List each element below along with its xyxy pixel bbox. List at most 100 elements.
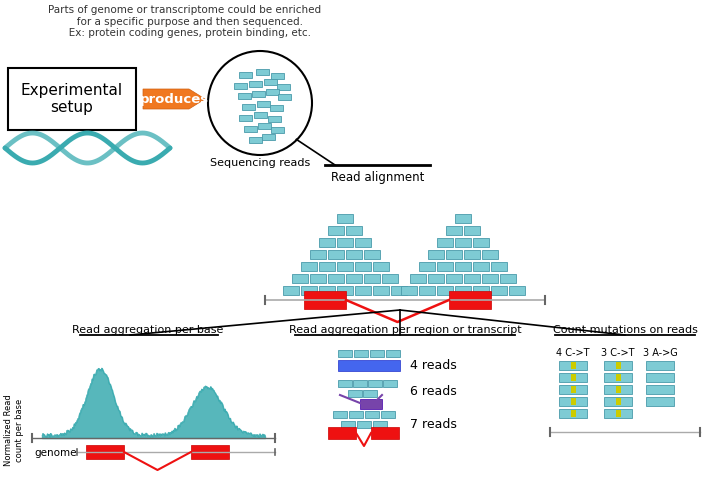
Bar — [248, 137, 261, 143]
Text: Read aggregation per base: Read aggregation per base — [72, 325, 224, 335]
Text: Read alignment: Read alignment — [330, 171, 424, 184]
Bar — [570, 397, 575, 404]
Bar — [310, 273, 326, 282]
Bar — [373, 285, 389, 294]
Bar — [353, 379, 367, 386]
Bar — [337, 214, 353, 223]
Bar — [346, 273, 362, 282]
Bar — [283, 285, 299, 294]
Bar — [271, 127, 284, 133]
Text: 3 A->G: 3 A->G — [643, 348, 678, 358]
Bar — [304, 291, 346, 309]
Text: produces: produces — [140, 93, 209, 106]
Bar — [269, 105, 282, 111]
Bar — [243, 126, 256, 132]
Bar — [371, 427, 399, 439]
Bar — [473, 238, 489, 247]
Bar — [370, 350, 384, 357]
Bar — [256, 69, 269, 75]
Bar — [419, 261, 435, 270]
Bar — [437, 261, 453, 270]
Bar — [233, 83, 246, 89]
Text: genome: genome — [34, 448, 76, 458]
Bar — [559, 408, 587, 417]
Bar — [559, 396, 587, 405]
Bar — [8, 68, 136, 130]
Bar — [310, 249, 326, 258]
Bar — [191, 445, 229, 459]
Bar — [391, 285, 407, 294]
Bar — [604, 408, 632, 417]
Bar — [570, 374, 575, 380]
Bar — [328, 273, 344, 282]
Bar — [509, 285, 525, 294]
Bar — [346, 226, 362, 235]
Bar — [491, 285, 507, 294]
Circle shape — [208, 51, 312, 155]
Bar — [455, 261, 471, 270]
Bar — [328, 427, 356, 439]
Bar — [616, 362, 621, 369]
Bar — [276, 84, 289, 90]
Bar — [364, 249, 380, 258]
Bar — [277, 94, 290, 100]
Bar — [446, 249, 462, 258]
Bar — [301, 261, 317, 270]
Bar — [338, 379, 352, 386]
Bar — [646, 384, 674, 393]
Bar — [570, 362, 575, 369]
Bar — [491, 261, 507, 270]
Bar — [338, 350, 352, 357]
Text: Normalized Read
count per base: Normalized Read count per base — [4, 394, 24, 466]
Bar — [368, 379, 382, 386]
Bar — [604, 373, 632, 381]
Bar — [248, 81, 261, 87]
Bar — [349, 410, 363, 417]
Bar — [86, 445, 124, 459]
Bar — [373, 261, 389, 270]
Bar — [354, 350, 368, 357]
Bar — [428, 273, 444, 282]
Bar — [241, 104, 254, 110]
Text: Experimental
setup: Experimental setup — [21, 83, 123, 115]
Bar — [355, 261, 371, 270]
Bar — [319, 261, 335, 270]
Bar — [616, 397, 621, 404]
Bar — [464, 249, 480, 258]
Bar — [437, 238, 453, 247]
Bar — [437, 285, 453, 294]
Bar — [238, 115, 251, 121]
Bar — [401, 285, 417, 294]
Bar — [346, 249, 362, 258]
Text: 4 C->T: 4 C->T — [557, 348, 590, 358]
Bar — [337, 261, 353, 270]
Bar — [570, 385, 575, 392]
Bar — [616, 409, 621, 416]
Bar — [253, 112, 266, 118]
Bar — [616, 385, 621, 392]
Bar — [266, 89, 279, 95]
Bar — [382, 273, 398, 282]
Bar — [646, 373, 674, 381]
Bar — [482, 249, 498, 258]
Bar — [473, 261, 489, 270]
Bar — [604, 396, 632, 405]
Bar — [341, 420, 355, 427]
Bar — [355, 238, 371, 247]
Bar — [360, 399, 382, 409]
Bar — [251, 91, 264, 97]
Bar — [348, 389, 362, 396]
Text: 4 reads: 4 reads — [410, 359, 456, 372]
Bar — [500, 273, 516, 282]
Bar — [381, 410, 395, 417]
Bar — [646, 396, 674, 405]
Bar — [604, 384, 632, 393]
Bar — [646, 361, 674, 370]
Bar — [355, 285, 371, 294]
Bar — [559, 384, 587, 393]
Bar — [319, 285, 335, 294]
Bar — [455, 285, 471, 294]
Bar — [238, 72, 251, 78]
Bar — [373, 420, 387, 427]
Bar — [328, 226, 344, 235]
